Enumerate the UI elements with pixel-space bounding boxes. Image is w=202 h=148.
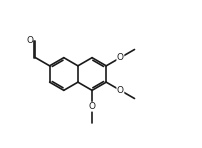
Text: O: O	[116, 53, 123, 62]
Text: O: O	[116, 86, 123, 95]
Text: O: O	[27, 36, 34, 45]
Text: O: O	[88, 102, 95, 111]
